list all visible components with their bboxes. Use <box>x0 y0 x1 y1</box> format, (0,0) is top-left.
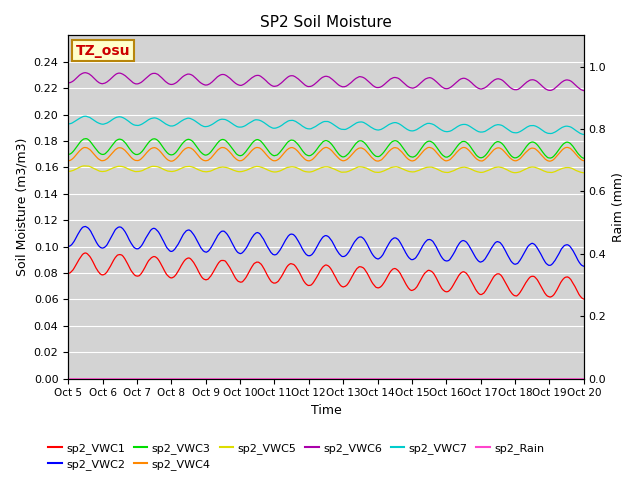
Text: TZ_osu: TZ_osu <box>76 44 131 58</box>
Title: SP2 Soil Moisture: SP2 Soil Moisture <box>260 15 392 30</box>
Y-axis label: Soil Moisture (m3/m3): Soil Moisture (m3/m3) <box>15 138 28 276</box>
X-axis label: Time: Time <box>310 404 341 417</box>
Legend: sp2_VWC1, sp2_VWC2, sp2_VWC3, sp2_VWC4, sp2_VWC5, sp2_VWC6, sp2_VWC7, sp2_Rain: sp2_VWC1, sp2_VWC2, sp2_VWC3, sp2_VWC4, … <box>44 438 549 474</box>
Y-axis label: Raim (mm): Raim (mm) <box>612 172 625 242</box>
